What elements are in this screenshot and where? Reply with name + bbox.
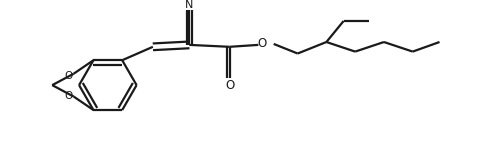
Text: O: O — [65, 91, 73, 101]
Text: O: O — [65, 71, 73, 81]
Text: O: O — [225, 79, 234, 92]
Text: N: N — [185, 0, 193, 10]
Text: O: O — [258, 37, 267, 50]
